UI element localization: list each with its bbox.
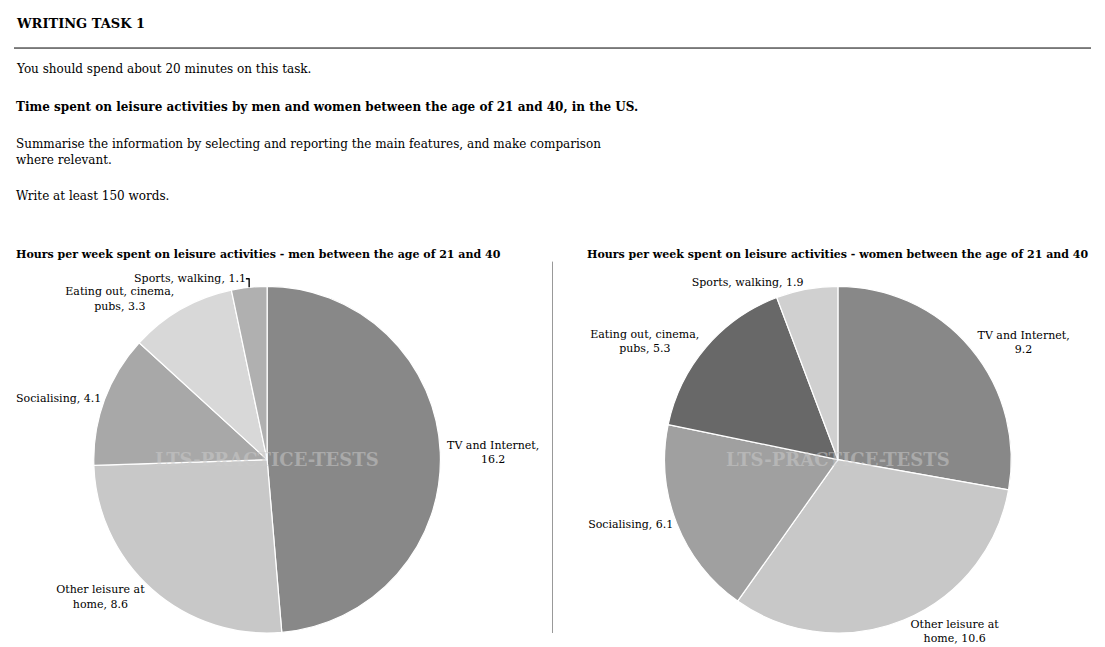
svg-text:LTS-PRACTICE-TESTS: LTS-PRACTICE-TESTS [155,449,379,470]
svg-text:Hours per week spent on leisur: Hours per week spent on leisure activiti… [16,248,501,261]
svg-text:Summarise the information by s: Summarise the information by selecting a… [16,137,601,167]
svg-text:Socialising, 4.1: Socialising, 4.1 [16,392,101,405]
svg-text:Other leisure athome, 10.6: Other leisure athome, 10.6 [910,618,999,645]
svg-text:Sports, walking, 1.1: Sports, walking, 1.1 [134,272,246,285]
svg-text:LTS-PRACTICE-TESTS: LTS-PRACTICE-TESTS [726,449,950,470]
svg-text:Sports, walking, 1.9: Sports, walking, 1.9 [692,276,804,289]
svg-text:WRITING TASK 1: WRITING TASK 1 [16,16,145,31]
svg-text:Eating out, cinema,pubs, 5.3: Eating out, cinema,pubs, 5.3 [590,328,699,355]
svg-text:Other leisure athome, 8.6: Other leisure athome, 8.6 [56,583,145,610]
svg-text:Write at least 150 words.: Write at least 150 words. [16,189,169,203]
svg-text:TV and Internet,16.2: TV and Internet,16.2 [447,439,539,466]
svg-text:Eating out, cinema,pubs, 3.3: Eating out, cinema,pubs, 3.3 [65,285,174,312]
svg-text:You should spend about 20 minu: You should spend about 20 minutes on thi… [16,62,311,76]
svg-text:Hours per week spent on leisur: Hours per week spent on leisure activiti… [587,248,1088,261]
svg-text:Socialising, 6.1: Socialising, 6.1 [588,518,673,531]
svg-text:Time spent on leisure activiti: Time spent on leisure activities by men … [16,100,638,114]
svg-text:TV and Internet,9.2: TV and Internet,9.2 [978,329,1070,356]
